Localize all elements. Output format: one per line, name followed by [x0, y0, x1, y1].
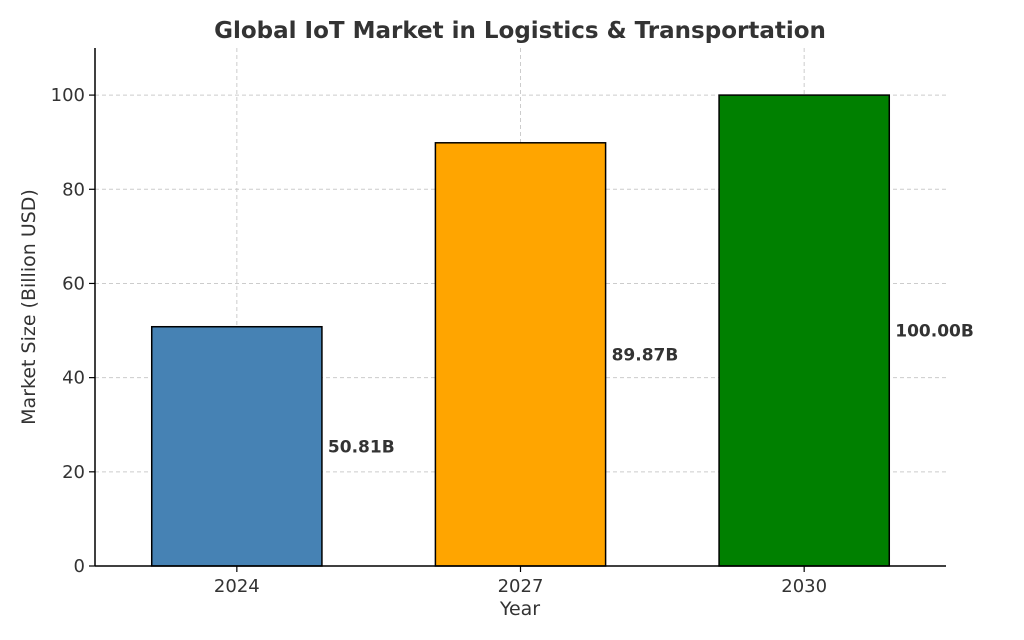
data-label-2024: 50.81B: [328, 437, 395, 457]
y-tick-label: 40: [62, 368, 85, 389]
data-label-2027: 89.87B: [612, 345, 679, 365]
data-label-2030: 100.00B: [895, 322, 974, 342]
bar-2027: [434, 142, 607, 567]
chart-title: Global IoT Market in Logistics & Transpo…: [214, 18, 826, 44]
y-tick-label: 20: [62, 462, 85, 483]
x-axis-label: Year: [499, 598, 540, 620]
y-tick-label: 60: [62, 273, 85, 294]
bar-2024: [150, 325, 323, 567]
data-labels: 50.81B 89.87B 100.00B: [328, 322, 974, 458]
x-tick-label: 2030: [781, 576, 827, 597]
bars: [150, 94, 891, 567]
y-tick-label: 0: [74, 556, 85, 577]
x-tick-label: 2024: [214, 576, 260, 597]
tick-labels: 0 20 40 60 80 100 2024 2027 2030: [51, 85, 827, 597]
bar-2030: [718, 94, 891, 567]
y-tick-label: 100: [51, 85, 85, 106]
y-axis-label: Market Size (Billion USD): [18, 189, 40, 425]
y-tick-label: 80: [62, 179, 85, 200]
x-tick-label: 2027: [498, 576, 544, 597]
